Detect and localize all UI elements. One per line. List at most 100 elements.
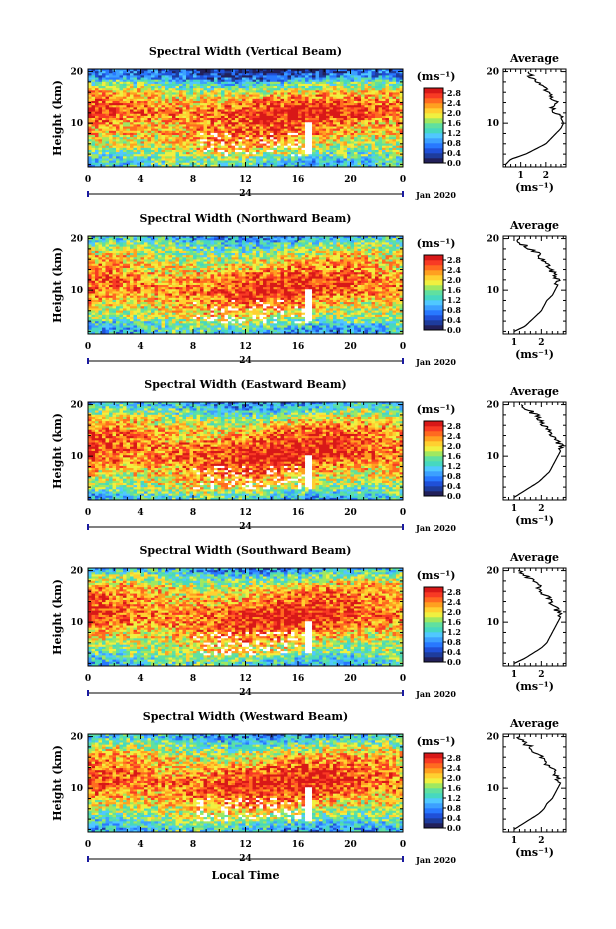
heatmap-cell <box>116 98 120 102</box>
heatmap-cell <box>140 109 145 113</box>
heatmap-cell <box>165 92 169 95</box>
heatmap-cell <box>168 73 173 76</box>
heatmap-cell <box>91 92 96 95</box>
heatmap-cell <box>357 73 362 76</box>
heatmap-cell <box>371 90 376 93</box>
heatmap-cell <box>179 75 183 78</box>
heatmap-cell <box>123 79 127 83</box>
heatmap-cell <box>305 77 309 81</box>
heatmap-cell <box>399 92 404 95</box>
heatmap-cell <box>130 69 134 72</box>
heatmap-cell <box>119 100 124 104</box>
heatmap-cell <box>109 90 113 93</box>
heatmap-cell <box>151 83 155 87</box>
heatmap-cell <box>329 96 334 100</box>
heatmap-cell <box>186 107 190 110</box>
heatmap-cell <box>193 100 197 104</box>
heatmap-cell <box>371 83 376 87</box>
heatmap-cell <box>389 77 393 81</box>
heatmap-cell <box>217 77 222 81</box>
heatmap-cell <box>119 73 124 76</box>
heatmap-cell <box>368 107 372 110</box>
heatmap-cell <box>235 92 239 95</box>
heatmap-cell <box>182 92 187 95</box>
heatmap-cell <box>105 73 110 76</box>
heatmap-cell <box>382 92 386 95</box>
heatmap-cell <box>378 69 383 72</box>
heatmap-cell <box>357 109 362 113</box>
heatmap-cell <box>119 90 124 93</box>
heatmap-cell <box>249 113 253 117</box>
heatmap-cell <box>224 107 229 110</box>
heatmap-cell <box>228 105 232 108</box>
heatmap-cell <box>259 75 264 78</box>
heatmap-cell <box>382 71 386 74</box>
heatmap-cell <box>214 90 218 93</box>
heatmap-cell <box>280 96 285 100</box>
heatmap-cell <box>98 69 103 72</box>
heatmap-cell <box>249 86 253 89</box>
heatmap-cell <box>137 113 141 117</box>
heatmap-cell <box>235 96 239 100</box>
heatmap-cell <box>193 94 197 98</box>
heatmap-cell <box>154 109 159 113</box>
heatmap-cell <box>319 107 323 110</box>
heatmap-cell <box>105 71 110 74</box>
heatmap-cell <box>382 73 386 76</box>
heatmap-cell <box>361 94 365 98</box>
heatmap-cell <box>95 98 99 102</box>
heatmap-cell <box>308 100 313 104</box>
heatmap-cell <box>217 88 222 91</box>
heatmap-cell <box>280 103 285 106</box>
heatmap-cell <box>291 79 295 83</box>
heatmap-cell <box>361 81 365 85</box>
heatmap-cell <box>242 113 246 117</box>
heatmap-cell <box>158 109 162 113</box>
heatmap-cell <box>147 88 152 91</box>
heatmap-cell <box>266 79 271 83</box>
heatmap-cell <box>266 92 271 95</box>
heatmap-cell <box>266 103 271 106</box>
heatmap-cell <box>259 81 264 85</box>
heatmap-cell <box>294 75 299 78</box>
heatmap-cell <box>200 98 204 102</box>
heatmap-cell <box>238 77 243 81</box>
heatmap-cell <box>343 111 348 115</box>
heatmap-cell <box>137 81 141 85</box>
heatmap-cell <box>126 71 131 74</box>
colorbar-tick-label: 1.6 <box>447 118 461 128</box>
heatmap-cell <box>298 81 302 85</box>
heatmap-cell <box>284 107 288 110</box>
heatmap-cell <box>168 71 173 74</box>
heatmap-cell <box>186 81 190 85</box>
heatmap-cell <box>312 69 316 72</box>
heatmap-cell <box>378 113 383 117</box>
heatmap-cell <box>343 96 348 100</box>
heatmap-cell <box>207 83 211 87</box>
heatmap-cell <box>189 81 194 85</box>
heatmap-cell <box>130 90 134 93</box>
heatmap-cell <box>242 69 246 72</box>
heatmap-cell <box>340 69 344 72</box>
heatmap-cell <box>319 94 323 98</box>
heatmap-cell <box>91 83 96 87</box>
heatmap-cell <box>98 100 103 104</box>
heatmap-cell <box>399 71 404 74</box>
heatmap-cell <box>284 98 288 102</box>
heatmap-cell <box>88 69 92 72</box>
x-tick-label: 4 <box>137 175 143 185</box>
heatmap-cell <box>123 81 127 85</box>
heatmap-cell <box>133 86 138 89</box>
heatmap-cell <box>277 73 281 76</box>
heatmap-cell <box>315 75 320 78</box>
heatmap-cell <box>357 88 362 91</box>
heatmap-cell <box>238 105 243 108</box>
heatmap-cell <box>193 107 197 110</box>
heatmap-cell <box>389 69 393 72</box>
heatmap-cell <box>266 77 271 81</box>
heatmap-cell <box>186 86 190 89</box>
heatmap-cell <box>392 105 397 108</box>
heatmap-cell <box>287 77 292 81</box>
heatmap-cell <box>165 111 169 115</box>
